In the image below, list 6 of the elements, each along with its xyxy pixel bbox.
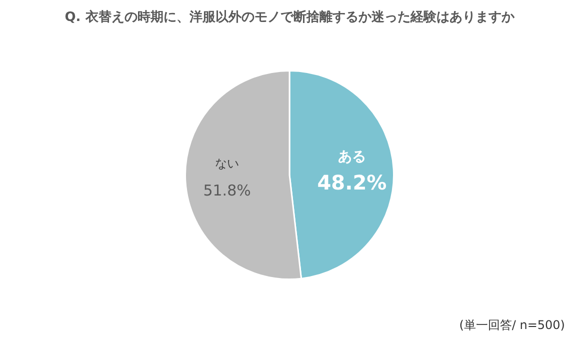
chart-title: Q. 衣替えの時期に、洋服以外のモノで断捨離するか迷った経験はありますか (64, 8, 516, 26)
data-label: 51.8% (203, 181, 251, 200)
text: (単一回答/ n=500) (459, 317, 565, 334)
slice-label: ある (338, 149, 366, 166)
data-label: 48.2% (317, 170, 387, 195)
slice-label: ない (215, 156, 240, 171)
